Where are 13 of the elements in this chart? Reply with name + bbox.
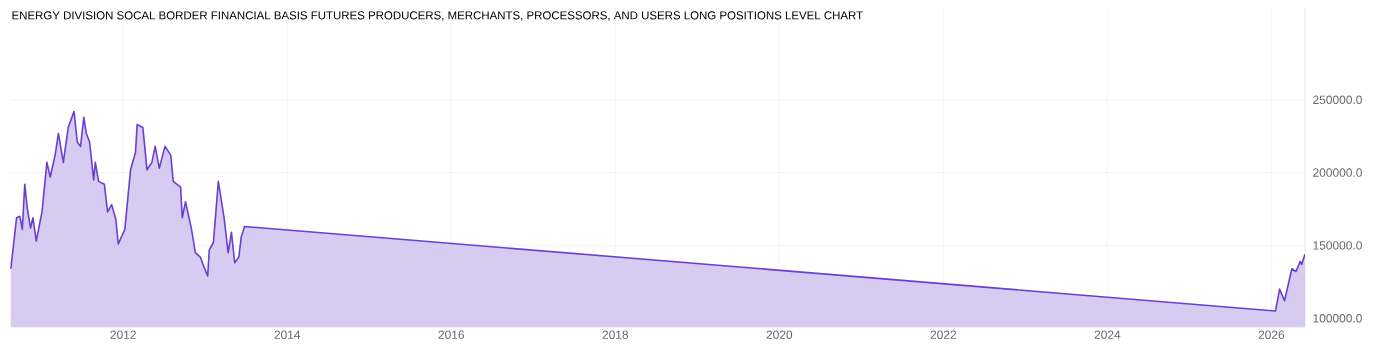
x-tick-label: 2012	[110, 330, 136, 339]
y-tick-label: 250000.0	[1313, 95, 1362, 104]
x-tick-label: 2014	[274, 330, 301, 339]
chart-title: ENERGY DIVISION SOCAL BORDER FINANCIAL BASIS FUTURES PRODUCERS, MERCHANTS, PROCESSORS, AND USERS LONG POSITIONS LEVEL CHART	[12, 11, 863, 21]
x-tick-label: 2020	[766, 330, 793, 339]
x-tick-label: 2022	[930, 330, 957, 339]
x-tick-label: 2016	[438, 330, 465, 339]
y-tick-label: 100000.0	[1313, 314, 1362, 323]
x-tick-label: 2024	[1094, 330, 1121, 339]
x-tick-label: 2018	[602, 330, 629, 339]
y-tick-label: 200000.0	[1313, 168, 1362, 177]
y-tick-label: 150000.0	[1313, 241, 1362, 250]
x-tick-label: 2026	[1258, 330, 1285, 339]
